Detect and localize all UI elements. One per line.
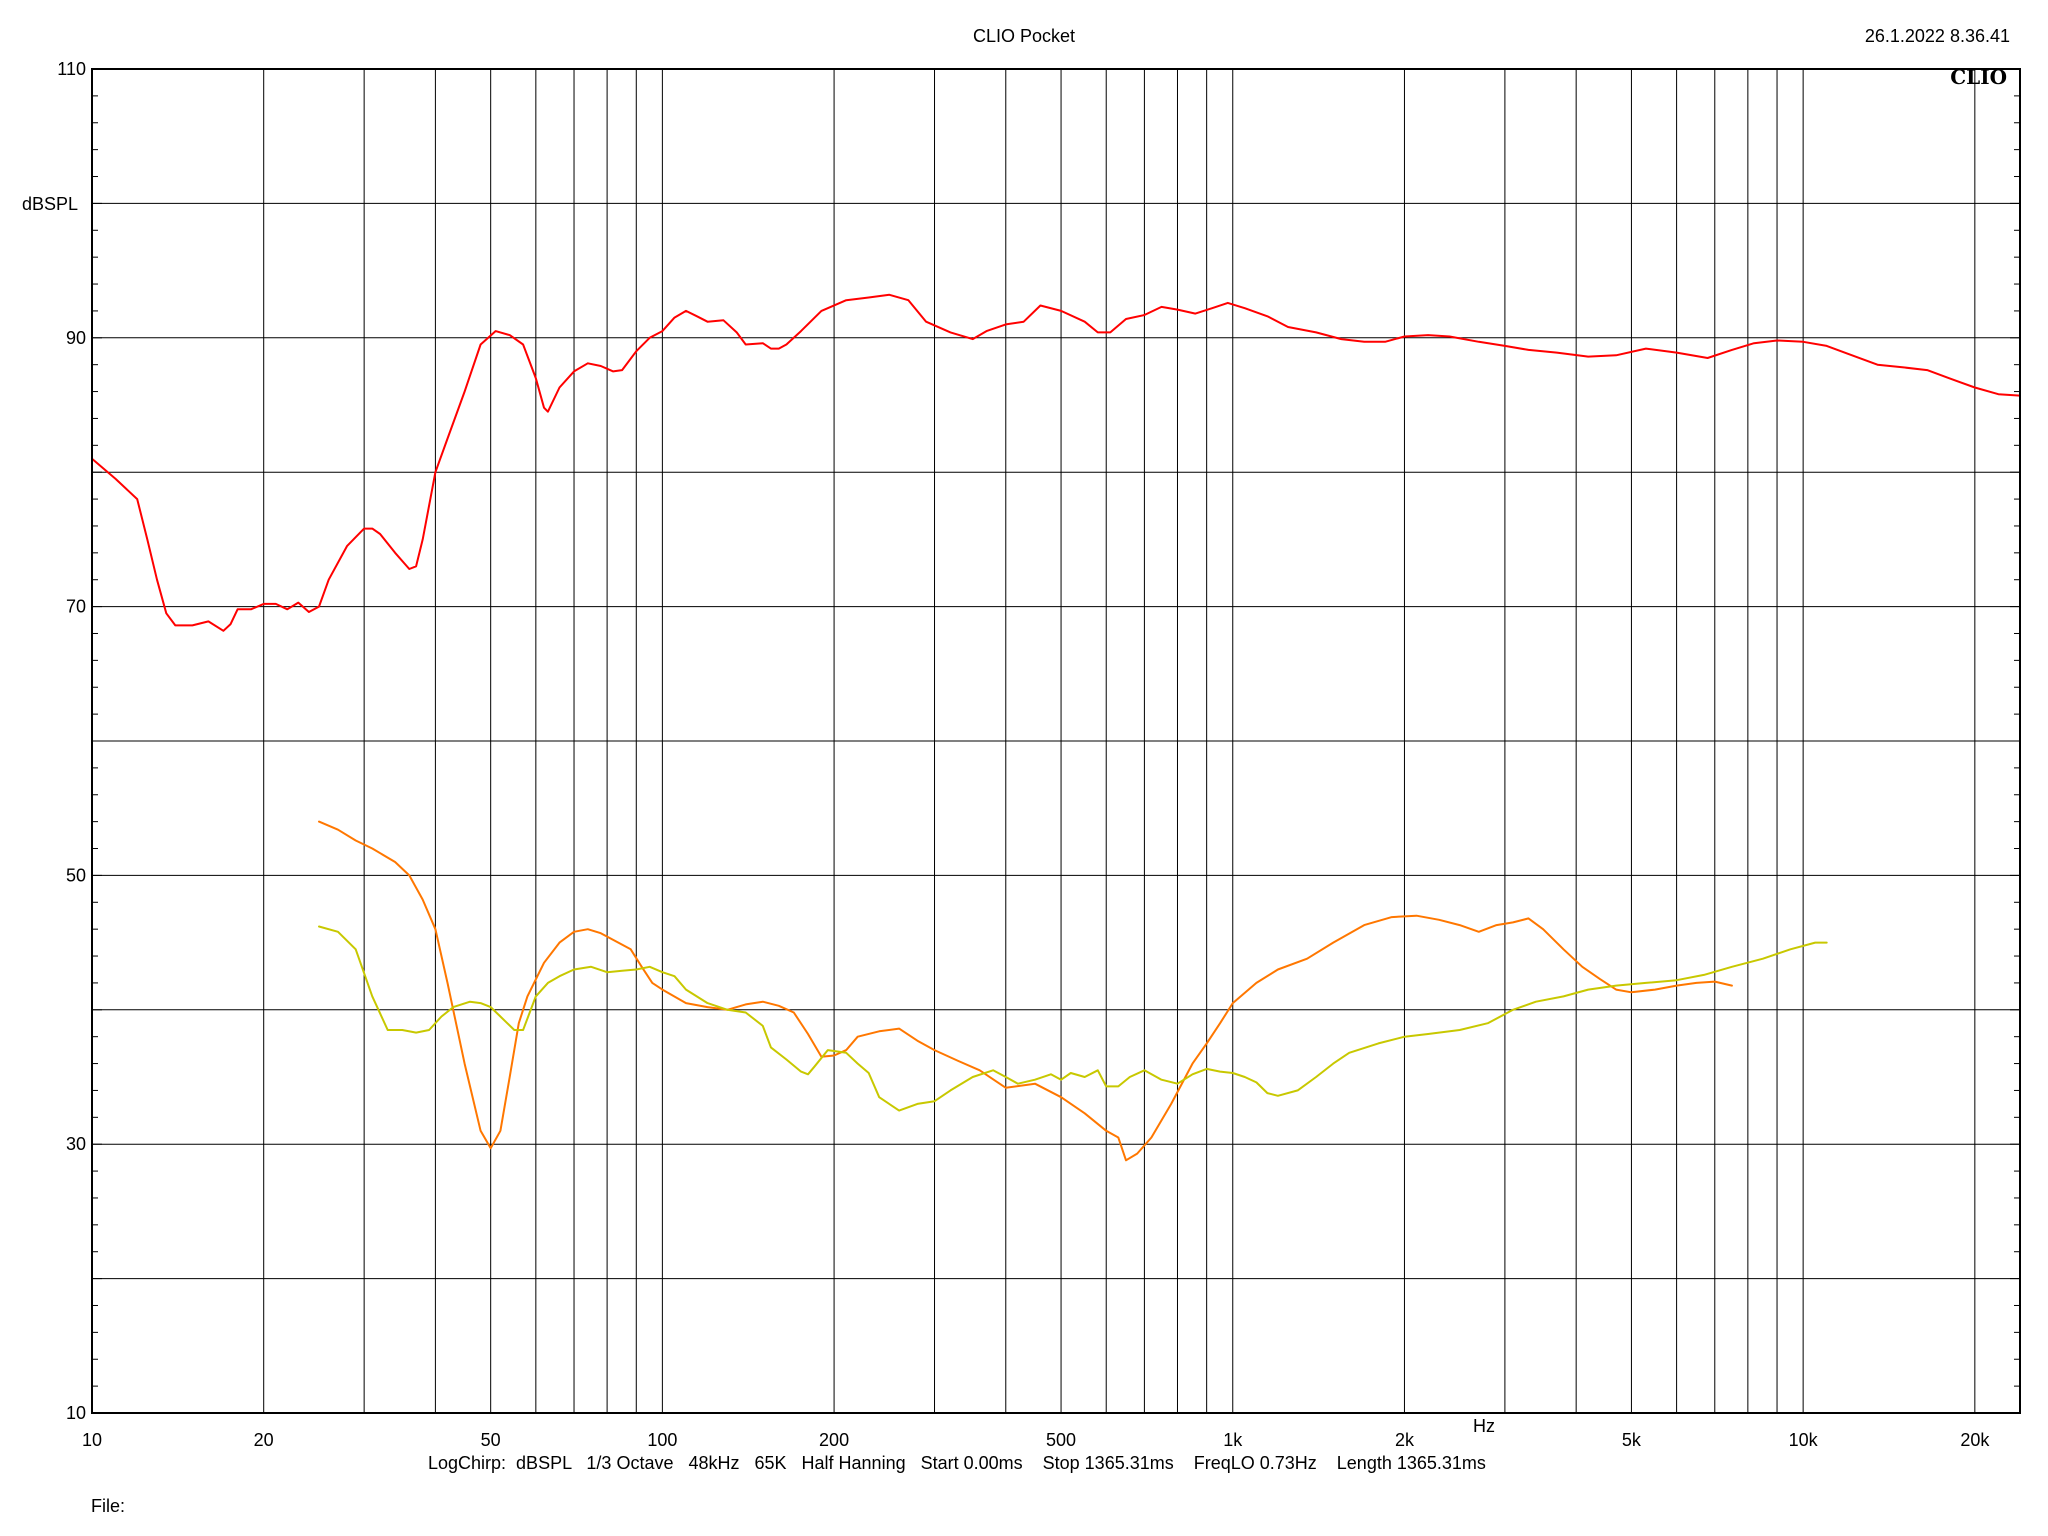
x-tick-label: 50 xyxy=(481,1430,501,1450)
grid xyxy=(92,68,2020,1414)
y-tick-label: 10 xyxy=(66,1403,86,1423)
x-tick-label: 200 xyxy=(819,1430,849,1450)
x-tick-label: 500 xyxy=(1046,1430,1076,1450)
data-series xyxy=(91,293,2021,1162)
file-label: File: xyxy=(91,1496,125,1516)
series-line-3 xyxy=(318,925,1828,1112)
x-tick-label: 20k xyxy=(1960,1430,1990,1450)
x-tick-label: 20 xyxy=(254,1430,274,1450)
x-tick-label: 100 xyxy=(647,1430,677,1450)
y-tick-label: 50 xyxy=(66,865,86,885)
tick-labels: 10 20 50 100 200 500 1k 2k 5k 10k 20k 110 90 70 50 30 10 xyxy=(57,59,1990,1450)
series-line-2 xyxy=(318,820,1733,1162)
x-tick-label: 10k xyxy=(1789,1430,1819,1450)
x-axis-label: Hz xyxy=(1473,1416,1495,1436)
y-tick-label: 110 xyxy=(57,59,86,79)
x-tick-label: 2k xyxy=(1395,1430,1415,1450)
chart-title: CLIO Pocket xyxy=(973,26,1075,46)
plot-frame xyxy=(91,68,2021,1414)
y-tick-label: 90 xyxy=(66,328,86,348)
x-tick-label: 10 xyxy=(82,1430,102,1450)
measurement-settings: LogChirp: dBSPL 1/3 Octave 48kHz 65K Hal… xyxy=(428,1453,1486,1473)
y-axis-label: dBSPL xyxy=(22,194,78,214)
y-tick-label: 30 xyxy=(66,1134,86,1154)
x-tick-label: 5k xyxy=(1622,1430,1642,1450)
timestamp: 26.1.2022 8.36.41 xyxy=(1865,26,2010,46)
x-tick-label: 1k xyxy=(1223,1430,1243,1450)
y-tick-label: 70 xyxy=(66,597,86,617)
series-line-1 xyxy=(91,293,2021,632)
